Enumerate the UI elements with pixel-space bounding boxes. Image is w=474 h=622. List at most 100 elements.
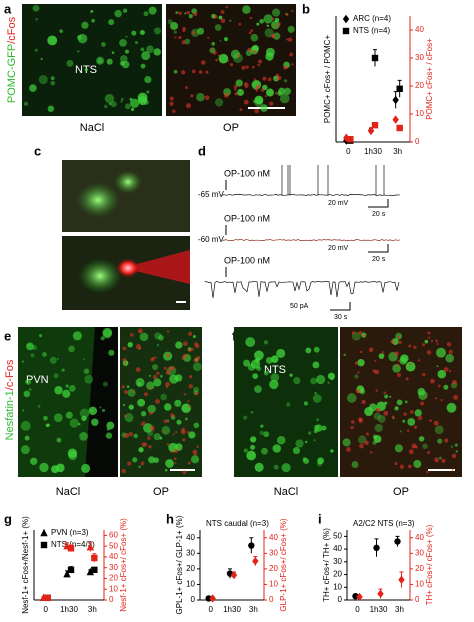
y-axis-label: TH+ cFos+/ TH+ (%) [322, 528, 331, 602]
y2-tick-label: 10 [109, 584, 118, 593]
green-cell [436, 365, 439, 368]
red-nucleus [254, 108, 259, 114]
scale-y-label: 50 pA [290, 303, 309, 310]
green-cell [256, 22, 260, 26]
green-cell [134, 40, 139, 45]
point [44, 594, 51, 602]
red-nucleus [148, 444, 152, 449]
red-nucleus [127, 461, 132, 466]
point [248, 542, 255, 549]
green-cell [146, 45, 154, 54]
red-nucleus [422, 372, 426, 377]
red-nucleus [427, 451, 431, 455]
drug-label: OP-100 nM [224, 168, 270, 178]
green-cell [28, 388, 32, 391]
red-nucleus [435, 339, 438, 343]
green-cell [99, 406, 102, 409]
stain-label: POMC-GFP/cFos [6, 16, 18, 103]
green-cell [312, 394, 322, 403]
red-nucleus [396, 373, 402, 378]
green-cell [394, 406, 399, 411]
red-nucleus [440, 398, 443, 402]
y2-tick-label: 50 [109, 541, 118, 550]
green-cell [251, 44, 259, 52]
green-cell [124, 49, 129, 54]
green-cell [181, 403, 191, 414]
red-nucleus [444, 438, 449, 443]
point [377, 589, 384, 598]
red-nucleus [143, 392, 149, 397]
green-cell [53, 373, 59, 379]
red-nucleus [375, 407, 381, 413]
green-cell [246, 450, 257, 461]
green-cell [23, 101, 29, 106]
green-cell [28, 344, 31, 347]
red-nucleus [372, 369, 377, 373]
green-cell [276, 348, 286, 359]
green-cell [140, 47, 145, 52]
red-nucleus [185, 86, 188, 90]
red-nucleus [193, 357, 199, 363]
x-tick-label: 0 [355, 605, 360, 614]
green-cell [303, 401, 309, 406]
green-cell [65, 384, 69, 388]
red-nucleus [285, 38, 288, 41]
red-nucleus [275, 78, 278, 81]
green-cell [327, 381, 330, 384]
red-nucleus [435, 397, 438, 400]
y2-tick-label: 30 [415, 548, 424, 557]
green-cell [293, 376, 301, 385]
green-cell [364, 407, 374, 417]
red-nucleus [124, 433, 130, 439]
red-nucleus [167, 420, 170, 423]
red-nucleus [245, 65, 249, 69]
red-nucleus [122, 358, 127, 362]
green-cell [192, 334, 196, 339]
red-nucleus [123, 414, 127, 418]
red-nucleus [239, 108, 243, 111]
red-nucleus [170, 413, 175, 418]
scale-y-label: 20 mV [328, 245, 349, 252]
green-cell [91, 418, 99, 426]
green-cell [127, 388, 136, 397]
red-nucleus [194, 391, 199, 396]
point [373, 544, 380, 552]
point [86, 543, 95, 551]
red-nucleus [182, 341, 188, 347]
red-nucleus [181, 40, 186, 45]
red-nucleus [187, 461, 191, 465]
red-nucleus [182, 470, 187, 475]
green-cell [104, 104, 108, 109]
legend-label: NTS (n=4/3) [51, 540, 95, 549]
y2-tick-label: 30 [415, 53, 424, 62]
green-cell [122, 403, 126, 407]
red-nucleus [277, 22, 281, 26]
red-nucleus [185, 103, 191, 109]
green-cell [272, 8, 281, 17]
red-nucleus [135, 344, 141, 350]
green-cell [39, 462, 49, 473]
red-nucleus [451, 453, 457, 459]
green-cell [43, 415, 48, 421]
red-nucleus [359, 350, 363, 354]
red-nucleus [411, 443, 417, 449]
red-nucleus [156, 371, 160, 376]
green-cell [263, 340, 269, 345]
point [396, 124, 403, 132]
green-cell [259, 430, 264, 435]
green-cell [131, 30, 137, 36]
legend-label: NTS (n=4) [353, 26, 390, 35]
x-tick-label: 3h [249, 605, 258, 614]
y2-tick-label: 20 [415, 564, 424, 573]
red-nucleus [124, 390, 128, 394]
green-cell [104, 94, 115, 104]
green-cell [272, 444, 282, 453]
green-cell [153, 378, 162, 387]
green-cell [72, 331, 82, 341]
green-cell [243, 359, 251, 367]
drug-label: OP-100 nM [224, 255, 270, 265]
green-cell [61, 368, 65, 372]
red-nucleus [180, 429, 186, 435]
red-nucleus [369, 450, 373, 454]
